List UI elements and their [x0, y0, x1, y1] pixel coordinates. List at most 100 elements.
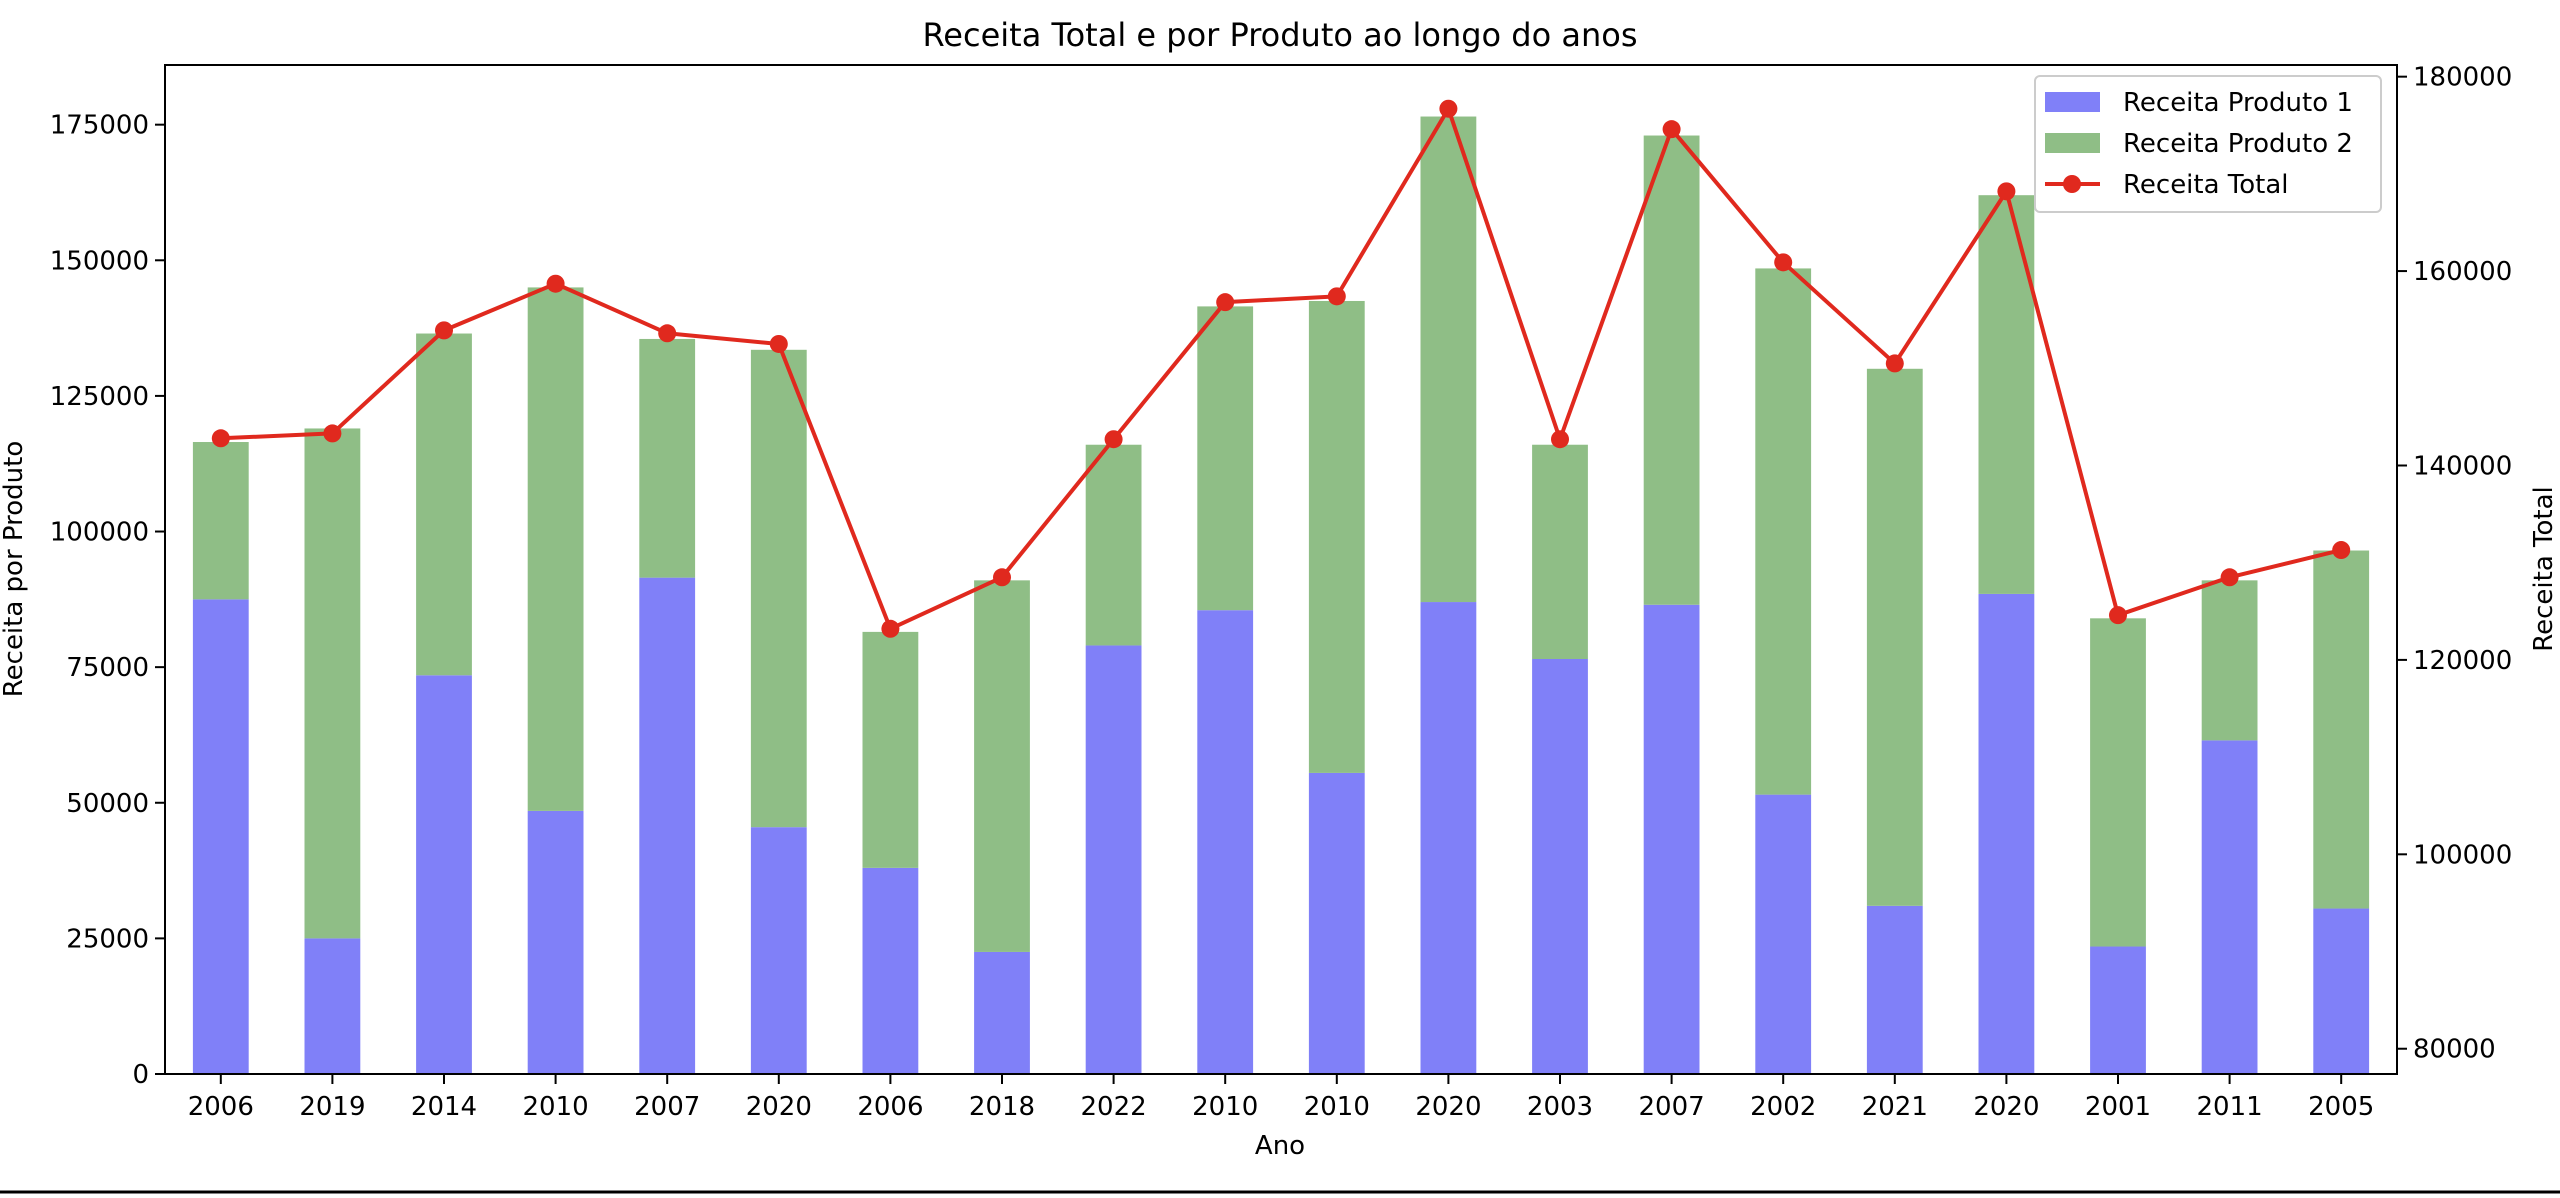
y2-axis-label: Receita Total [2529, 486, 2559, 652]
total-point-2010 [546, 274, 565, 293]
total-line-layer [211, 99, 2351, 638]
bar-2-2010 [1197, 306, 1254, 611]
bar-1-2007 [1643, 604, 1700, 1074]
y2-tick-label: 140000 [2413, 451, 2512, 481]
y-tick-label: 150000 [50, 246, 149, 276]
x-tick-label: 2010 [1304, 1092, 1370, 1122]
bar-1-2018 [974, 951, 1030, 1074]
bar-1-2010 [1308, 772, 1365, 1074]
bar-1-2022 [1085, 645, 1142, 1074]
bar-2-2018 [974, 580, 1030, 952]
legend-label-3: Receita Total [2123, 170, 2289, 200]
x-axis: 2006 2019 2014 2010 2007 2020 2006 2018 2022 2010… [188, 1074, 2374, 1122]
legend-label-1: Receita Produto 1 [2123, 88, 2353, 118]
bar-1-2006 [192, 599, 249, 1074]
bar-2-2020 [1420, 116, 1477, 603]
bar-1-2020 [750, 827, 807, 1074]
bar-2-2006 [862, 631, 919, 868]
bar-2-2010 [1308, 300, 1365, 773]
y-tick-label: 100000 [50, 518, 149, 548]
y-tick-label: 125000 [50, 382, 149, 412]
legend-swatch-marker [2063, 175, 2081, 193]
y-tick-label: 25000 [66, 924, 149, 954]
bar-1-2020 [1420, 602, 1477, 1074]
total-line [220, 106, 2342, 631]
left-axis: 0 25000 50000 75000 100000 125000 150000 175000 [50, 111, 165, 1090]
chart-title: Receita Total e por Produto ao longo do … [923, 16, 1638, 54]
total-point-2011 [2220, 568, 2239, 587]
x-tick-label: 2010 [523, 1092, 589, 1122]
right-axis: 80000 100000 120000 140000 160000 180000 [2397, 63, 2512, 1065]
x-tick-label: 2006 [857, 1092, 923, 1122]
legend-label-2: Receita Produto 2 [2123, 129, 2353, 159]
bar-2-2007 [1643, 135, 1700, 605]
total-point-2020 [769, 334, 788, 353]
bar-2-2005 [2313, 550, 2370, 909]
bar-1-2006 [862, 867, 919, 1074]
bar-1-2019 [304, 938, 361, 1074]
bars-layer [192, 116, 2370, 1074]
x-tick-label: 2011 [2197, 1092, 2263, 1122]
legend-swatch-2 [2045, 133, 2100, 153]
bar-2-2020 [1978, 195, 2035, 594]
x-tick-label: 2005 [2308, 1092, 2374, 1122]
total-point-2021 [1885, 354, 1904, 373]
legend: Receita Produto 1 Receita Produto 2 Receit… [2034, 75, 2382, 213]
y2-tick-label: 80000 [2413, 1035, 2496, 1065]
legend-frame [2034, 75, 2382, 213]
total-point-2002 [1774, 253, 1793, 272]
x-tick-label: 2020 [1415, 1092, 1481, 1122]
bar-2-2022 [1085, 444, 1142, 646]
bar-2-2011 [2201, 580, 2258, 741]
total-point-2007 [1662, 120, 1681, 139]
total-point-2001 [2109, 606, 2127, 625]
bar-2-2002 [1755, 268, 1812, 795]
bar-1-2005 [2313, 908, 2370, 1074]
x-tick-label: 2001 [2085, 1092, 2151, 1122]
y-tick-label: 50000 [66, 789, 149, 819]
x-tick-label: 2007 [1639, 1092, 1705, 1122]
bar-2-2014 [416, 333, 472, 676]
bar-2-2001 [2090, 618, 2146, 947]
bar-1-2010 [1197, 610, 1254, 1074]
x-tick-label: 2021 [1862, 1092, 1928, 1122]
x-tick-label: 2003 [1527, 1092, 1593, 1122]
x-tick-label: 2014 [411, 1092, 477, 1122]
total-point-2006 [881, 619, 900, 638]
total-point-2006 [211, 429, 230, 448]
total-point-2019 [323, 424, 342, 443]
bar-1-2007 [639, 577, 696, 1074]
bar-2-2020 [750, 349, 807, 828]
bar-2-2006 [192, 442, 249, 600]
x-tick-label: 2018 [969, 1092, 1035, 1122]
y-tick-label: 175000 [50, 111, 149, 141]
x-tick-label: 2010 [1192, 1092, 1258, 1122]
y-tick-label: 0 [132, 1060, 149, 1090]
total-point-2007 [658, 324, 677, 343]
bar-2-2010 [527, 287, 584, 811]
total-point-2018 [993, 568, 1011, 587]
bar-1-2001 [2090, 946, 2146, 1074]
plot-frame [164, 64, 2398, 1075]
y2-tick-label: 120000 [2413, 646, 2512, 676]
x-tick-label: 2019 [299, 1092, 365, 1122]
legend-swatch-1 [2045, 92, 2100, 112]
y2-tick-label: 100000 [2413, 840, 2512, 870]
bar-1-2014 [416, 675, 472, 1074]
x-axis-label: Ano [1255, 1131, 1305, 1161]
total-point-2020 [1439, 99, 1458, 118]
y-axis-label: Receita por Produto [0, 441, 29, 698]
total-point-2014 [435, 321, 453, 340]
y2-tick-label: 160000 [2413, 257, 2512, 287]
x-tick-label: 2022 [1081, 1092, 1147, 1122]
bar-1-2020 [1978, 593, 2035, 1074]
bar-1-2011 [2201, 740, 2258, 1074]
bar-2-2007 [639, 338, 696, 578]
total-point-2003 [1551, 430, 1569, 449]
total-point-2005 [2332, 541, 2351, 560]
bar-2-2003 [1532, 444, 1588, 660]
y-tick-label: 75000 [66, 653, 149, 683]
bar-1-2002 [1755, 794, 1812, 1074]
